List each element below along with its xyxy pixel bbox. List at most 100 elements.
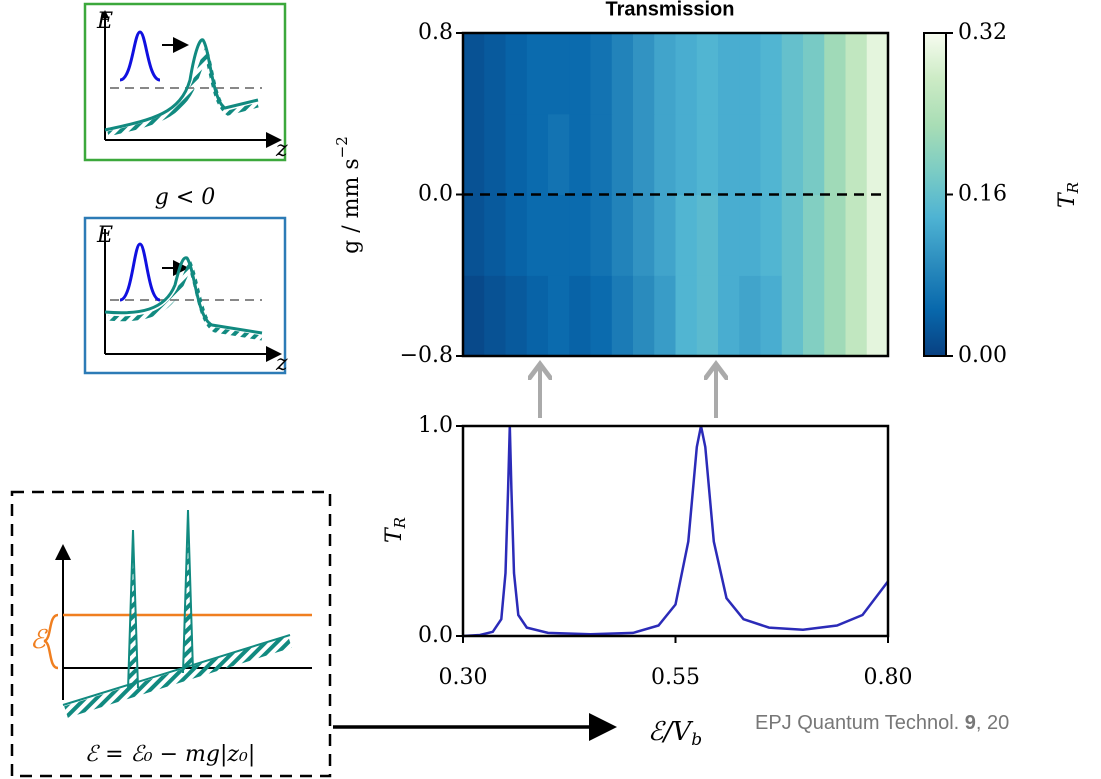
heat-cell [633,275,655,357]
heat-cell [781,275,804,357]
heat-cell [569,113,592,196]
heat-cell [548,33,570,115]
heat-cell [739,113,762,196]
y-label-sub: R [391,517,409,529]
heat-cell [654,194,677,276]
heat-cell [675,33,698,115]
heat-cell [569,33,592,115]
heat-cell [803,194,825,276]
heat-cell [526,33,549,115]
heat-cell [569,275,592,357]
heat-cell [505,113,528,196]
heat-cell [824,113,847,196]
heat-cell [760,33,783,115]
y-axis-label: g / mm s−2 [333,136,364,254]
heat-cell [803,113,825,196]
heat-cell [590,113,613,196]
heat-cell [611,113,634,196]
heat-cell [845,194,868,276]
heat-cell [675,194,698,276]
heat-cell [611,33,634,115]
citation: EPJ Quantum Technol. 9, 20 [755,712,1009,734]
heat-cell [590,194,613,276]
colorbar-tick-label: 0.16 [958,182,1007,207]
schematic-caption: g < 0 [155,185,216,210]
heat-cell [696,113,719,196]
heat-cell [611,194,634,276]
heat-cell [548,194,570,276]
heat-cell [505,275,528,357]
y-label-main: T [382,526,407,543]
heat-cell [718,113,740,196]
heat-cell [526,194,549,276]
line-series [462,425,889,638]
x-tick-label: 0.80 [864,665,913,690]
x-label-sub: b [691,730,702,750]
energy-label: ℰ [30,625,48,655]
y-tick-label: 0.0 [418,182,453,207]
heat-cell [760,113,783,196]
axis-y-label: E [96,223,113,248]
heat-cell [781,194,804,276]
formula: ℰ = ℰ₀ − mg|z₀| [85,742,255,767]
heat-cell [781,33,804,115]
citation-page: , 20 [976,712,1009,734]
heat-cell [590,275,613,357]
heat-cell [611,275,634,357]
heat-cell [696,194,719,276]
heat-cell [505,194,528,276]
heat-cell [866,33,889,115]
colorbar-tick-label: 0.32 [958,20,1007,45]
heat-cell [633,113,655,196]
axis-x-label: z [275,137,288,162]
heat-cell [633,194,655,276]
axis-y-label: E [96,9,113,34]
heat-cell [866,194,889,276]
schematic-top: E z [83,2,288,162]
heat-cell [526,113,549,196]
heat-cell [718,275,740,357]
heat-cell [866,275,889,357]
y-tick-label: −0.8 [400,343,453,368]
x-tick-label: 0.55 [651,665,700,690]
y-axis-label: TR [382,517,409,543]
heat-cell [654,275,677,357]
heat-cell [569,194,592,276]
heat-cell [718,194,740,276]
colorbar-tick-label: 0.00 [958,343,1007,368]
heat-cell [845,33,868,115]
heat-cell [463,33,485,115]
heat-cell [463,113,485,196]
heat-cell [824,275,847,357]
heat-cell [739,33,762,115]
heat-cell [739,275,762,357]
heat-cell [866,113,889,196]
heat-cell [463,275,485,357]
heat-cell [484,275,507,357]
heat-cell [739,194,762,276]
heat-cell [824,33,847,115]
heat-cell [803,275,825,357]
colorbar [923,32,947,357]
heat-cell [505,33,528,115]
heat-cell [675,113,698,196]
cbar-label-sub: R [1064,182,1082,194]
heat-cell [696,33,719,115]
heat-cell [696,275,719,357]
heat-cell [654,113,677,196]
y-tick-label: 1.0 [418,413,453,438]
heat-cell [463,194,485,276]
heat-cell [760,194,783,276]
heat-cell [484,33,507,115]
heat-cell [803,33,825,115]
heat-cell [760,275,783,357]
heat-cell [548,275,570,357]
y-tick-label: 0.0 [418,623,453,648]
heat-cell [633,33,655,115]
heat-cell [718,33,740,115]
heat-cell [484,113,507,196]
heat-cell [845,275,868,357]
citation-volume: 9 [965,712,976,734]
heat-cell [526,275,549,357]
